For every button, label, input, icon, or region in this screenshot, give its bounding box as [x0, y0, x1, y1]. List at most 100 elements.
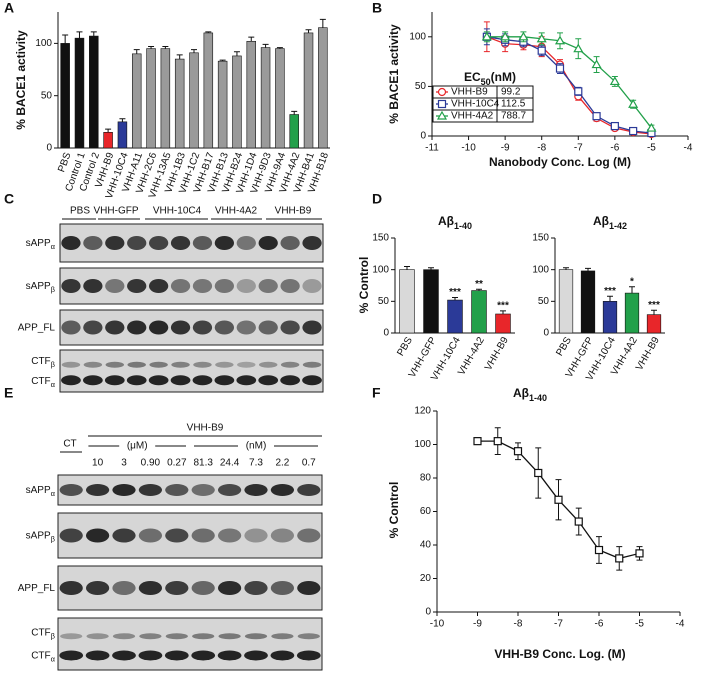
- y-tick-label: 40: [420, 540, 432, 551]
- legend-value: 112.5: [501, 99, 526, 110]
- blot-band: [244, 633, 268, 640]
- error-bar: [629, 286, 635, 294]
- error-bar: [319, 18, 326, 28]
- bar: [232, 55, 242, 149]
- concentration-label: 24.4: [220, 458, 240, 469]
- error-bar: [500, 310, 506, 314]
- error-bar: [105, 128, 112, 133]
- bar: [602, 301, 618, 334]
- concentration-label: 0.27: [167, 458, 187, 469]
- blot-band: [302, 375, 322, 386]
- bar: [60, 43, 70, 149]
- x-tick-label: -7: [574, 143, 583, 154]
- blot-band: [138, 484, 163, 496]
- marker: [591, 59, 602, 69]
- subscript: β: [51, 535, 56, 544]
- blot-band: [297, 484, 321, 496]
- subscript: β: [51, 360, 56, 369]
- x-axis-label: Nanobody Conc. Log (M): [489, 155, 631, 169]
- marker: [594, 545, 604, 555]
- x-tick-label: -6: [610, 143, 619, 154]
- blot-band: [244, 528, 268, 543]
- subscript: β: [51, 285, 56, 294]
- blot-band: [258, 279, 278, 293]
- significance-label: ***: [497, 300, 509, 311]
- blot-strip: [57, 617, 323, 671]
- blot-strip: [59, 349, 324, 393]
- row-label: sAPPα: [26, 485, 56, 499]
- y-tick-label: 100: [409, 31, 426, 42]
- bar: [217, 60, 228, 149]
- blot-band: [217, 581, 242, 595]
- blot-band: [236, 236, 256, 250]
- bar: [495, 313, 511, 334]
- blot-band: [61, 375, 81, 386]
- blot-band: [217, 484, 242, 496]
- legend-box: [432, 85, 534, 123]
- error-bar: [305, 29, 312, 33]
- blot-band: [302, 236, 322, 250]
- error-bar: [90, 31, 97, 37]
- text-part: CTF: [31, 627, 50, 638]
- blot-band: [59, 484, 83, 496]
- y-tick-label: 20: [420, 573, 432, 584]
- marker: [646, 122, 657, 132]
- blot-band: [270, 484, 295, 496]
- y-tick-label: 150: [372, 233, 389, 244]
- marker: [574, 87, 583, 96]
- blot-band: [85, 650, 110, 661]
- blot-band: [139, 633, 162, 640]
- blot-band: [148, 320, 169, 335]
- marker: [537, 46, 546, 55]
- blot-band: [85, 581, 110, 595]
- blot-band: [280, 279, 300, 293]
- error-bar: [651, 309, 657, 315]
- marker: [437, 99, 447, 109]
- blot-band: [149, 361, 168, 368]
- blot-band: [61, 320, 81, 335]
- blot-band: [85, 484, 110, 496]
- subscript: α: [51, 655, 56, 664]
- blot-band: [280, 361, 300, 368]
- blot-band: [83, 279, 103, 293]
- bar: [580, 270, 596, 334]
- row-label: sAPPβ: [26, 530, 56, 544]
- y-tick-label: 50: [41, 90, 53, 101]
- text-part: (nM): [491, 70, 516, 84]
- blot-band: [236, 375, 257, 386]
- x-axis-label: VHH-B9 Conc. Log. (M): [494, 647, 625, 661]
- blot-band: [217, 650, 242, 661]
- y-tick-label: 60: [420, 506, 432, 517]
- marker: [481, 31, 492, 41]
- error-bar: [248, 36, 255, 42]
- bar: [303, 32, 314, 149]
- concentration-label: 10: [92, 458, 104, 469]
- bar: [447, 299, 463, 334]
- blot-band: [112, 484, 136, 496]
- blot-band: [59, 650, 84, 661]
- unit-label: (μM): [127, 441, 148, 452]
- text-part: sAPP: [26, 485, 51, 496]
- legend-label: VHH-B9: [451, 87, 488, 98]
- marker: [610, 121, 619, 131]
- x-tick-label: -9: [473, 619, 482, 630]
- lane-group-label: VHH-10C4: [153, 206, 202, 217]
- blot-band: [83, 320, 103, 335]
- error-bar: [233, 51, 240, 56]
- bar: [131, 53, 142, 149]
- marker: [629, 126, 638, 136]
- x-tick-label: -10: [430, 619, 445, 630]
- blot-band: [61, 361, 81, 368]
- marker: [473, 437, 482, 446]
- marker: [628, 99, 639, 108]
- blot-band: [297, 528, 321, 543]
- blot-band: [192, 279, 213, 293]
- x-tick-label: -8: [537, 143, 546, 154]
- blot-band: [236, 320, 256, 335]
- error-bar: [585, 267, 591, 271]
- blot-band: [127, 361, 146, 368]
- y-tick-label: 100: [35, 38, 52, 49]
- blot-strip: [59, 223, 324, 263]
- concentration-label: 2.2: [275, 458, 289, 469]
- y-tick-label: 0: [543, 328, 549, 339]
